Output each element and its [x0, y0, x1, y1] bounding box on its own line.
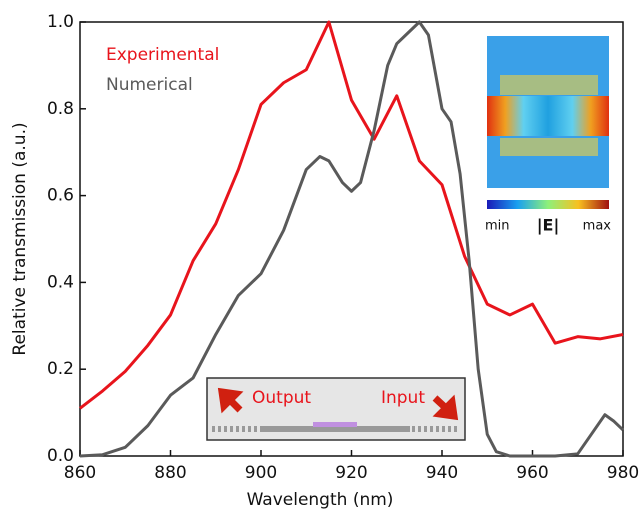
annotation: Input — [381, 388, 425, 408]
x-tick-label: 940 — [426, 463, 458, 483]
legend-label: Numerical — [106, 75, 193, 95]
series-line — [79, 20, 625, 458]
x-tick-label: 960 — [516, 463, 548, 483]
series-line — [79, 20, 624, 410]
inset-label: max — [583, 219, 612, 234]
y-tick-label: 1.0 — [47, 12, 74, 32]
x-axis-label: Wavelength (nm) — [247, 490, 394, 510]
inset-label: min — [485, 219, 510, 234]
x-tick-label: 880 — [154, 463, 186, 483]
x-tick-label: 900 — [245, 463, 277, 483]
y-tick-label: 0.0 — [47, 446, 74, 466]
x-tick-label: 920 — [335, 463, 367, 483]
y-axis-label: Relative transmission (a.u.) — [10, 122, 30, 355]
y-tick-label: 0.8 — [47, 99, 74, 119]
x-tick-label: 980 — [607, 463, 639, 483]
x-tick-label: 860 — [64, 463, 96, 483]
legend-label: Experimental — [106, 45, 219, 65]
inset-label: |E| — [537, 216, 560, 236]
annotation: Output — [252, 388, 311, 408]
y-tick-label: 0.2 — [47, 359, 74, 379]
waveguide-inset — [206, 377, 466, 441]
y-tick-label: 0.6 — [47, 186, 74, 206]
y-tick-label: 0.4 — [47, 272, 74, 292]
heatmap-inset — [487, 36, 609, 209]
